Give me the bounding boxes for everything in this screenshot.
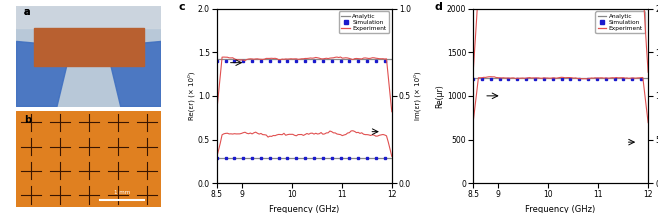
Legend: Analytic, Simulation, Experiment: Analytic, Simulation, Experiment [339, 12, 389, 33]
Polygon shape [16, 41, 72, 106]
Text: a: a [24, 7, 30, 17]
Y-axis label: Im(εr) (× 10⁰): Im(εr) (× 10⁰) [414, 72, 421, 120]
Text: c: c [178, 1, 185, 12]
Text: d: d [434, 1, 442, 12]
Y-axis label: Re(μr): Re(μr) [435, 84, 444, 108]
Text: a: a [24, 7, 30, 17]
Legend: Analytic, Simulation, Experiment: Analytic, Simulation, Experiment [595, 12, 645, 33]
X-axis label: Frequency (GHz): Frequency (GHz) [269, 205, 340, 213]
Text: 1 mm: 1 mm [114, 190, 130, 195]
Polygon shape [106, 41, 161, 106]
Polygon shape [16, 6, 161, 28]
Y-axis label: Re(εr) (× 10⁰): Re(εr) (× 10⁰) [188, 72, 195, 120]
Bar [34, 28, 144, 66]
Text: b: b [24, 115, 31, 125]
X-axis label: Frequency (GHz): Frequency (GHz) [526, 205, 595, 213]
